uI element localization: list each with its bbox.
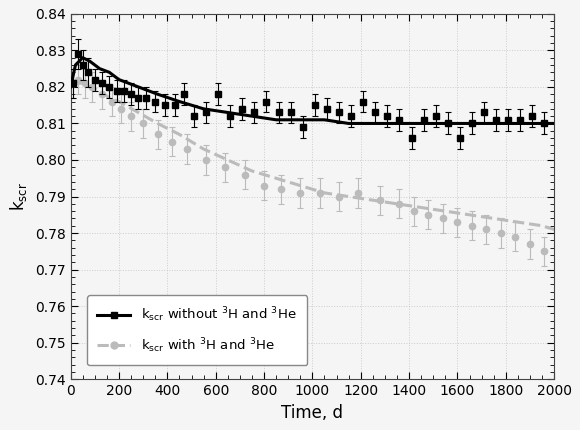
X-axis label: Time, d: Time, d — [281, 404, 343, 422]
Y-axis label: k$_{\mathregular{scr}}$: k$_{\mathregular{scr}}$ — [8, 182, 30, 211]
Legend: k$_{\mathregular{scr}}$ without $^3$H and $^3$He, k$_{\mathregular{scr}}$ with $: k$_{\mathregular{scr}}$ without $^3$H an… — [87, 295, 307, 366]
